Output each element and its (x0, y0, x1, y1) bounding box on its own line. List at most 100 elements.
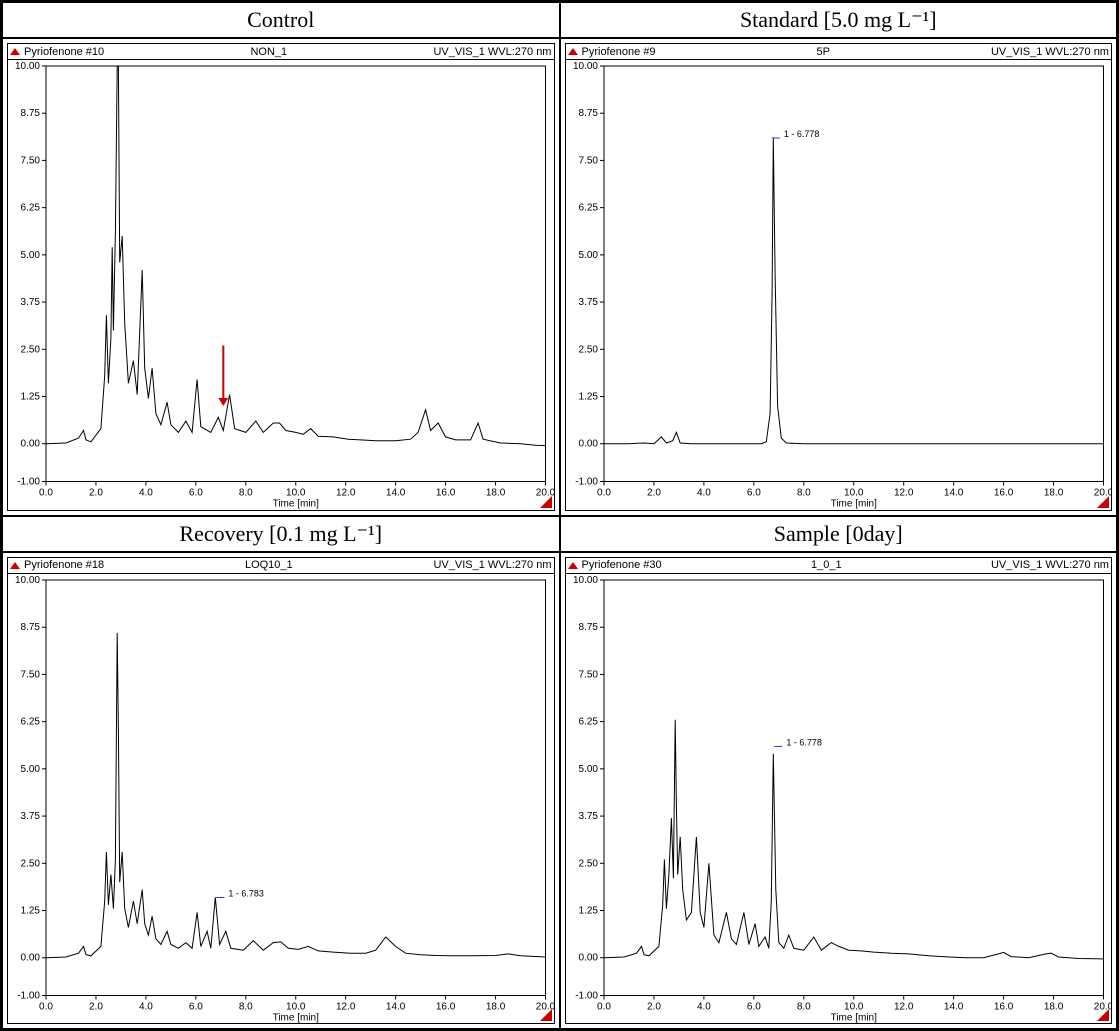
svg-text:0.00: 0.00 (21, 952, 41, 963)
svg-text:18.0: 18.0 (1043, 488, 1063, 499)
svg-text:10.00: 10.00 (572, 575, 597, 586)
header-left: Pyriofenone #10 (24, 46, 104, 58)
svg-text:14.0: 14.0 (386, 488, 406, 499)
chart-recovery: Pyriofenone #18 LOQ10_1 UV_VIS_1 WVL:270… (2, 552, 560, 1030)
svg-text:10.0: 10.0 (286, 488, 306, 499)
chart-standard: Pyriofenone #9 5P UV_VIS_1 WVL:270 nm -1… (560, 38, 1118, 516)
title-control: Control (2, 2, 560, 38)
svg-text:3.75: 3.75 (578, 297, 598, 308)
svg-text:6.0: 6.0 (189, 1001, 203, 1012)
svg-text:7.50: 7.50 (578, 669, 598, 680)
svg-text:14.0: 14.0 (386, 1001, 406, 1012)
svg-text:8.75: 8.75 (578, 108, 598, 119)
svg-text:8.0: 8.0 (796, 1001, 810, 1012)
header-right: UV_VIS_1 WVL:270 nm (433, 46, 551, 58)
svg-text:12.0: 12.0 (336, 488, 356, 499)
corner-marker-icon (540, 1009, 552, 1021)
svg-text:6.25: 6.25 (21, 203, 41, 214)
svg-text:6.25: 6.25 (21, 716, 41, 727)
header-center: LOQ10_1 (245, 559, 293, 571)
svg-text:4.0: 4.0 (696, 488, 710, 499)
corner-marker-icon (1097, 1009, 1109, 1021)
svg-text:2.50: 2.50 (578, 344, 598, 355)
svg-text:0.00: 0.00 (578, 439, 598, 450)
svg-text:1.25: 1.25 (21, 905, 41, 916)
header-center: NON_1 (250, 46, 287, 58)
svg-text:10.00: 10.00 (572, 61, 597, 72)
svg-text:12.0: 12.0 (893, 488, 913, 499)
svg-text:-1.00: -1.00 (575, 477, 598, 488)
svg-text:2.50: 2.50 (21, 858, 41, 869)
plot-svg: -1.000.001.252.503.755.006.257.508.7510.… (8, 60, 554, 510)
header-left: Pyriofenone #9 (582, 46, 656, 58)
svg-text:6.0: 6.0 (746, 1001, 760, 1012)
corner-marker-icon (1097, 496, 1109, 508)
chart-header: Pyriofenone #9 5P UV_VIS_1 WVL:270 nm (566, 44, 1112, 60)
svg-text:2.0: 2.0 (89, 1001, 103, 1012)
corner-marker-icon (540, 496, 552, 508)
plot-svg: -1.000.001.252.503.755.006.257.508.7510.… (566, 60, 1112, 510)
svg-text:3.75: 3.75 (21, 811, 41, 822)
svg-text:16.0: 16.0 (993, 488, 1013, 499)
chart-header: Pyriofenone #18 LOQ10_1 UV_VIS_1 WVL:270… (8, 558, 554, 574)
svg-text:5.00: 5.00 (21, 763, 41, 774)
svg-text:12.0: 12.0 (893, 1001, 913, 1012)
svg-text:0.00: 0.00 (578, 952, 598, 963)
svg-text:0.0: 0.0 (597, 1001, 611, 1012)
svg-text:8.0: 8.0 (239, 488, 253, 499)
svg-text:10.00: 10.00 (15, 61, 40, 72)
chart-frame: Pyriofenone #18 LOQ10_1 UV_VIS_1 WVL:270… (7, 557, 555, 1025)
plot-area: -1.000.001.252.503.755.006.257.508.7510.… (8, 60, 554, 510)
plot-svg: -1.000.001.252.503.755.006.257.508.7510.… (8, 574, 554, 1024)
title-sample: Sample [0day] (560, 516, 1118, 552)
svg-text:5.00: 5.00 (578, 763, 598, 774)
title-recovery: Recovery [0.1 mg L⁻¹] (2, 516, 560, 552)
svg-text:14.0: 14.0 (943, 488, 963, 499)
svg-text:2.50: 2.50 (21, 344, 41, 355)
title-standard: Standard [5.0 mg L⁻¹] (560, 2, 1118, 38)
svg-text:8.75: 8.75 (578, 622, 598, 633)
svg-text:-1.00: -1.00 (575, 990, 598, 1001)
svg-text:18.0: 18.0 (1043, 1001, 1063, 1012)
svg-text:1 - 6.778: 1 - 6.778 (786, 737, 822, 747)
svg-text:-1.00: -1.00 (17, 990, 40, 1001)
svg-text:10.00: 10.00 (15, 575, 40, 586)
svg-text:1.25: 1.25 (21, 392, 41, 403)
marker-icon (10, 48, 20, 55)
plot-area: -1.000.001.252.503.755.006.257.508.7510.… (8, 574, 554, 1024)
svg-text:5.00: 5.00 (21, 250, 41, 261)
svg-text:6.0: 6.0 (189, 488, 203, 499)
svg-text:4.0: 4.0 (139, 1001, 153, 1012)
svg-text:1 - 6.783: 1 - 6.783 (228, 888, 264, 898)
svg-text:10.0: 10.0 (844, 488, 864, 499)
svg-text:8.75: 8.75 (21, 622, 41, 633)
svg-text:6.25: 6.25 (578, 716, 598, 727)
chart-frame: Pyriofenone #9 5P UV_VIS_1 WVL:270 nm -1… (565, 43, 1113, 511)
svg-text:1.25: 1.25 (578, 392, 598, 403)
svg-text:12.0: 12.0 (336, 1001, 356, 1012)
svg-text:0.0: 0.0 (39, 1001, 53, 1012)
svg-text:10.0: 10.0 (286, 1001, 306, 1012)
svg-text:4.0: 4.0 (139, 488, 153, 499)
svg-text:14.0: 14.0 (943, 1001, 963, 1012)
svg-text:10.0: 10.0 (844, 1001, 864, 1012)
header-right: UV_VIS_1 WVL:270 nm (991, 559, 1109, 571)
marker-icon (10, 562, 20, 569)
svg-text:6.25: 6.25 (578, 203, 598, 214)
header-center: 1_0_1 (811, 559, 842, 571)
svg-text:4.0: 4.0 (696, 1001, 710, 1012)
svg-text:1 - 6.778: 1 - 6.778 (783, 129, 819, 139)
svg-text:2.0: 2.0 (89, 488, 103, 499)
svg-text:16.0: 16.0 (436, 1001, 456, 1012)
svg-text:7.50: 7.50 (21, 155, 41, 166)
marker-icon (568, 48, 578, 55)
svg-text:16.0: 16.0 (436, 488, 456, 499)
svg-text:18.0: 18.0 (486, 488, 506, 499)
chart-header: Pyriofenone #30 1_0_1 UV_VIS_1 WVL:270 n… (566, 558, 1112, 574)
svg-text:8.0: 8.0 (796, 488, 810, 499)
chart-control: Pyriofenone #10 NON_1 UV_VIS_1 WVL:270 n… (2, 38, 560, 516)
header-right: UV_VIS_1 WVL:270 nm (991, 46, 1109, 58)
plot-svg: -1.000.001.252.503.755.006.257.508.7510.… (566, 574, 1112, 1024)
svg-text:2.0: 2.0 (646, 488, 660, 499)
header-right: UV_VIS_1 WVL:270 nm (433, 559, 551, 571)
